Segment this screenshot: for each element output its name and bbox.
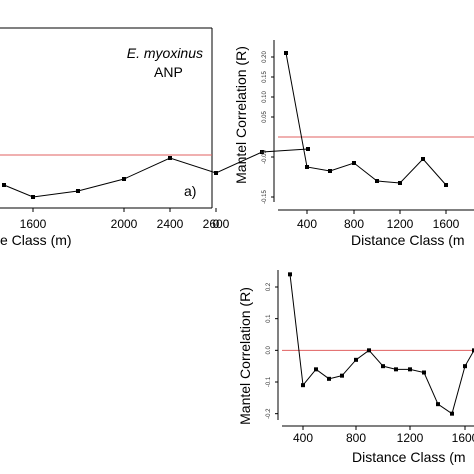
- panel-c-x-axis-label: Distance Class (m: [352, 449, 466, 465]
- panel-b-point: [305, 165, 309, 169]
- panel-b-y-tick-label: -0.05: [262, 150, 268, 164]
- panel-c-point: [436, 402, 440, 407]
- panel-c-point: [408, 367, 412, 372]
- panel-a-x-tick-label: 2400: [157, 217, 184, 231]
- panel-c-series-line: [289, 274, 474, 415]
- panel-c-x-tick-label: 1600: [452, 431, 474, 445]
- panel-a-point: [260, 150, 264, 154]
- panel-c-point: [381, 364, 385, 369]
- panel-b-y-tick-label: 0.20: [262, 51, 268, 63]
- panel-b-series-line: [285, 52, 447, 186]
- panel-a-extra-tick: 0: [213, 217, 220, 231]
- panel-c-y-tick-label: 0.2: [266, 282, 272, 291]
- panel-c-point: [367, 348, 371, 353]
- panel-a-x-tick-label: 1600: [20, 217, 47, 231]
- panel-c: 400 800 1200 1600 -0.2 -0.1 0.0 0.1 0.2 Mantel …: [237, 270, 474, 465]
- panel-b-y-axis-label: Mantel Correlation (R): [233, 46, 249, 184]
- panel-b-point: [444, 183, 448, 187]
- panel-a-x-axis-label: e Class (m): [0, 232, 72, 248]
- panel-c-point: [314, 367, 318, 372]
- panel-b: 400 800 1200 1600 -0.15 -0.05 0.05 0.10 0.15 0.2…: [233, 40, 474, 248]
- panel-c-point: [422, 370, 426, 375]
- panel-b-y-tick-label: 0.05: [262, 111, 268, 123]
- panel-a-site: ANP: [154, 64, 183, 80]
- panel-a-point: [306, 147, 310, 151]
- panel-b-point: [352, 161, 356, 165]
- panel-a: 1600 2000 2400 2600 E. myoxinus ANP a) 0 e …: [0, 27, 310, 248]
- panel-b-x-tick-label: 1200: [387, 217, 414, 231]
- panel-c-point: [394, 367, 398, 372]
- panel-b-point: [375, 179, 379, 183]
- panel-c-point: [327, 376, 331, 381]
- panel-a-series-line: [3, 148, 309, 198]
- panel-c-point: [463, 364, 467, 369]
- panel-a-point: [168, 156, 172, 160]
- panel-a-label: a): [184, 183, 196, 199]
- panel-a-x-tick-label: 2000: [111, 217, 138, 231]
- panel-c-y-axis-label: Mantel Correlation (R): [237, 287, 253, 425]
- panel-a-point: [214, 171, 218, 175]
- panel-b-x-axis-label: Distance Class (m: [351, 232, 465, 248]
- panel-a-species: E. myoxinus: [127, 45, 203, 61]
- panel-c-y-tick-label: -0.2: [266, 408, 272, 419]
- panel-a-point: [122, 177, 126, 181]
- panel-c-y-tick-label: -0.1: [266, 376, 272, 387]
- panel-a-point: [76, 189, 80, 193]
- panel-c-y-tick-label: 0.0: [266, 346, 272, 355]
- panel-c-point: [288, 272, 292, 277]
- panel-c-point: [472, 348, 474, 353]
- panel-c-point: [340, 373, 344, 378]
- panel-b-y-tick-label: 0.15: [262, 71, 268, 83]
- panel-b-point: [398, 181, 402, 185]
- panel-b-y-tick-label: 0.10: [262, 91, 268, 103]
- panel-c-point: [354, 357, 358, 362]
- panel-b-point: [328, 169, 332, 173]
- panel-c-point: [450, 411, 454, 416]
- panel-b-x-tick-label: 1600: [433, 217, 460, 231]
- panel-b-x-tick-label: 800: [344, 217, 364, 231]
- panel-b-point: [421, 157, 425, 161]
- panel-c-x-tick-label: 800: [346, 431, 366, 445]
- panel-c-x-tick-label: 1200: [397, 431, 424, 445]
- panel-a-x-tick-label: 2600: [203, 217, 230, 231]
- panel-b-y-tick-label: -0.15: [262, 190, 268, 204]
- panel-c-x-tick-label: 400: [293, 431, 313, 445]
- panel-a-point: [31, 195, 35, 199]
- panel-c-y-tick-label: 0.1: [266, 314, 272, 323]
- panel-c-point: [301, 383, 305, 388]
- panel-b-point: [284, 51, 288, 55]
- panel-a-point: [2, 183, 6, 187]
- panel-b-x-tick-label: 400: [297, 217, 317, 231]
